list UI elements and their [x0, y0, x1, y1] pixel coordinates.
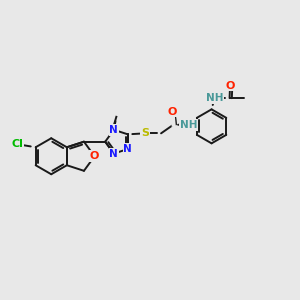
Text: NH: NH: [180, 120, 197, 130]
Text: Cl: Cl: [12, 139, 24, 149]
Text: N: N: [110, 125, 118, 135]
Text: O: O: [168, 106, 177, 117]
Text: N: N: [110, 148, 118, 159]
Text: O: O: [90, 151, 99, 161]
Text: NH: NH: [206, 93, 223, 103]
Text: S: S: [141, 128, 149, 138]
Text: N: N: [123, 144, 132, 154]
Text: O: O: [225, 81, 235, 91]
